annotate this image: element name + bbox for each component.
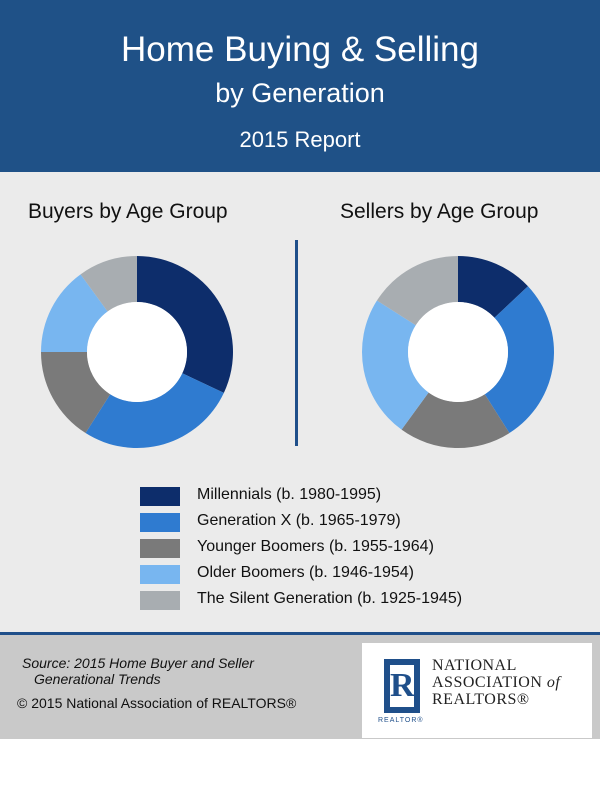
buyers-slice-generation-x [85, 373, 224, 448]
source-citation: Source: 2015 Home Buyer and Seller Gener… [22, 655, 254, 687]
buyers-slice-younger-boomers [41, 352, 111, 434]
header-banner: Home Buying & Selling by Generation 2015… [0, 0, 600, 172]
page-title: Home Buying & Selling [121, 30, 479, 69]
chart-divider [295, 240, 298, 446]
source-line-1: Source: 2015 Home Buyer and Seller [22, 655, 254, 671]
legend-label: Generation X (b. 1965-1979) [197, 512, 401, 529]
logo-line-2a: ASSOCIATION [432, 674, 543, 691]
buyers-chart-title: Buyers by Age Group [28, 200, 228, 223]
legend-label: Older Boomers (b. 1946-1954) [197, 564, 414, 581]
footer: Source: 2015 Home Buyer and Seller Gener… [0, 635, 600, 739]
buyers-slice-silent-generation [80, 256, 137, 312]
source-line-2: Generational Trends [34, 671, 161, 687]
legend-swatch [140, 565, 180, 584]
legend-label: Younger Boomers (b. 1955-1964) [197, 538, 434, 555]
legend-swatch [140, 591, 180, 610]
buyers-donut-hole [87, 302, 187, 402]
footer-rule [0, 632, 600, 635]
nar-logo: R REALTOR® NATIONAL ASSOCIATION of REALT… [362, 643, 592, 738]
sellers-donut-chart [362, 256, 554, 448]
buyers-slice-millennials [137, 256, 234, 393]
charts-panel: Buyers by Age Group Sellers by Age Group… [0, 172, 600, 632]
sellers-slice-silent-generation [376, 256, 458, 326]
sellers-slice-younger-boomers [401, 392, 510, 448]
sellers-slice-millennials [458, 256, 528, 318]
sellers-chart-title: Sellers by Age Group [340, 200, 539, 223]
legend-swatch [140, 539, 180, 558]
realtor-r-icon: R [384, 659, 420, 713]
logo-line-2b: of [546, 674, 561, 691]
logo-line-1: NATIONAL [432, 657, 517, 674]
logo-mark-caption: REALTOR® [378, 717, 424, 724]
report-year: 2015 Report [239, 127, 361, 152]
logo-mark-letter: R [390, 667, 415, 704]
buyers-donut-chart [41, 256, 234, 448]
sellers-slice-generation-x [484, 286, 554, 434]
legend-label: Millennials (b. 1980-1995) [197, 486, 382, 503]
buyers-slice-older-boomers [41, 274, 108, 352]
logo-wordmark: NATIONAL ASSOCIATION of REALTORS® [432, 657, 560, 708]
logo-line-3: REALTORS® [432, 691, 530, 708]
sellers-donut-hole [408, 302, 508, 402]
legend-swatch [140, 487, 180, 506]
sellers-slice-older-boomers [362, 300, 429, 430]
legend-label: The Silent Generation (b. 1925-1945) [197, 590, 463, 607]
page-title-line2: by Generation [215, 78, 385, 108]
copyright-notice: © 2015 National Association of REALTORS® [17, 695, 297, 711]
logo-line-2: ASSOCIATION of [432, 674, 560, 691]
legend-swatch [140, 513, 180, 532]
